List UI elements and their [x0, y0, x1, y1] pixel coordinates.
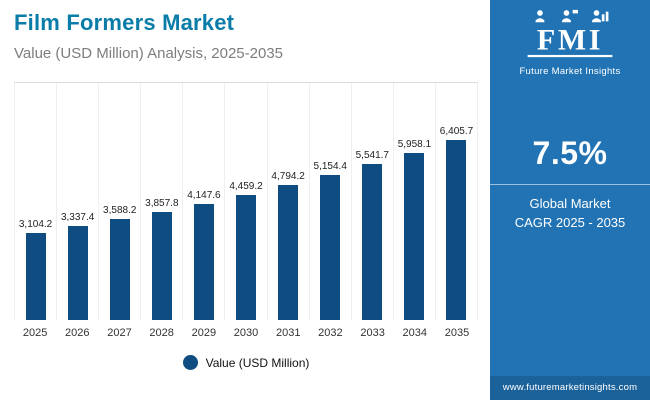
bar-value-label-2031: 4,794.2: [271, 171, 305, 183]
bar-group-2027: 3,588.2: [99, 83, 142, 320]
bar-value-label-2027: 3,588.2: [103, 205, 137, 217]
bar-group-2029: 4,147.6: [183, 83, 226, 320]
bar-value-label-2026: 3,337.4: [60, 212, 95, 224]
x-axis: 2025 2026 2027 2028 2029 2030 2031 2032 2033 2034…: [14, 327, 478, 339]
bar-group-2028: 3,857.8: [141, 83, 184, 320]
x-axis-label-2028: 2028: [149, 327, 174, 339]
bar-2030: [236, 194, 257, 320]
x-axis-label-2033: 2033: [360, 327, 385, 339]
bar-2029: [193, 203, 214, 320]
x-axis-label-2034: 2034: [402, 327, 428, 339]
bar-2035: [446, 140, 467, 320]
bar-group-2026: 3,337.4: [57, 83, 100, 320]
cagr-stat: 7.5% Global Market CAGR 2025 - 2035: [490, 135, 650, 233]
bar-2025: [25, 232, 46, 320]
stat-divider: [490, 184, 650, 185]
brand-panel: FMI Future Market Insights 7.5% Global M…: [490, 0, 650, 400]
bar-group-2035: 6,405.7: [436, 83, 479, 320]
x-axis-label-2030: 2030: [233, 327, 259, 339]
bar-value-label-2028: 3,857.8: [145, 197, 179, 209]
x-axis-label-2031: 2031: [275, 327, 301, 339]
bar-2032: [320, 175, 341, 320]
bar-value-label-2033: 5,541.7: [355, 150, 389, 162]
legend-marker-icon: [182, 355, 198, 370]
bar-2028: [151, 211, 172, 320]
bar-group-2034: 5,958.1: [394, 83, 436, 320]
stat-label-line2: CAGR 2025 - 2035: [514, 214, 626, 230]
bar-group-2031: 4,794.2: [268, 83, 310, 320]
bar-value-label-2025: 3,104.2: [18, 218, 53, 230]
cagr-value: 7.5%: [532, 135, 608, 171]
x-axis-label-2035: 2035: [444, 327, 470, 339]
x-axis-label-2032: 2032: [318, 327, 343, 339]
x-axis-label-2025: 2025: [22, 327, 48, 339]
bar-value-label-2035: 6,405.7: [439, 126, 474, 137]
page-title: Film Formers Market: [14, 10, 235, 35]
bar-2034: [404, 152, 425, 320]
brand-name: Future Market Insights: [519, 66, 621, 77]
fmi-logo: FMI Future Market Insights: [517, 8, 623, 77]
bar-2031: [278, 185, 299, 320]
bar-2033: [362, 164, 383, 320]
legend-label: Value (USD Million): [205, 355, 310, 370]
bar-group-2025: 3,104.2: [14, 83, 58, 320]
chart-legend: Value (USD Million): [14, 355, 478, 370]
bar-group-2030: 4,459.2: [225, 83, 268, 320]
bar-value-label-2032: 5,154.4: [313, 161, 347, 173]
bar-value-label-2034: 5,958.1: [397, 138, 432, 150]
bar-group-2033: 5,541.7: [352, 83, 394, 320]
bar-2026: [67, 226, 88, 320]
x-axis-label-2027: 2027: [107, 327, 132, 339]
x-axis-label-2026: 2026: [65, 327, 90, 339]
stat-label: Global Market CAGR 2025 - 2035: [515, 195, 626, 233]
bar-value-label-2029: 4,147.6: [187, 189, 221, 201]
bar-group-2032: 5,154.4: [310, 83, 352, 320]
website-link[interactable]: www.futuremarketinsights.com: [490, 376, 650, 400]
chart-area: Film Formers Market Value (USD Million) …: [14, 10, 479, 370]
fmi-logo-text: FMI: [537, 24, 603, 57]
stat-label-line1: Global Market: [529, 196, 611, 211]
bar-chart-plot: 3,104.2 3,337.4 3,588.2 3,857.8 4,147.6 4,459…: [14, 82, 479, 320]
x-axis-label-2029: 2029: [191, 327, 217, 339]
fmi-logo-graphic: FMI: [527, 9, 613, 58]
bar-2027: [109, 219, 130, 320]
bar-value-label-2030: 4,459.2: [229, 180, 263, 192]
page-subtitle: Value (USD Million) Analysis, 2025-2035: [14, 45, 284, 62]
